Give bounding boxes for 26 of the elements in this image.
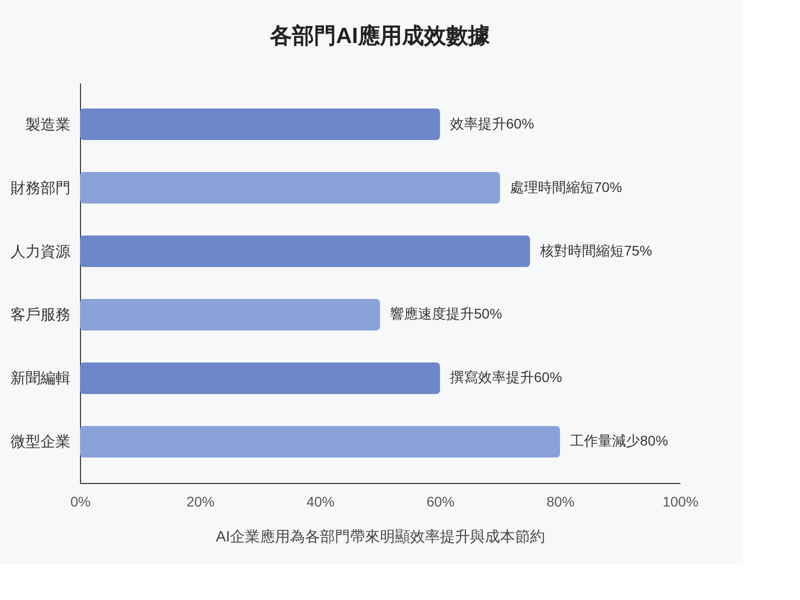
bar	[80, 108, 440, 140]
data-label: 效率提升60%	[450, 115, 534, 132]
bar	[80, 426, 560, 458]
x-tick-label: 40%	[306, 494, 335, 510]
y-tick-label: 人力資源	[10, 243, 70, 260]
y-tick-label: 財務部門	[10, 180, 70, 197]
bar	[80, 298, 380, 331]
x-tick-label: 100%	[662, 494, 698, 510]
chart-title: 各部門AI應用成效數據	[269, 23, 491, 48]
bar	[80, 172, 500, 204]
data-label: 核對時間縮短75%	[539, 242, 652, 258]
bar	[80, 235, 530, 268]
x-tick-label: 60%	[426, 494, 455, 510]
x-axis-title: AI企業應用為各部門帶來明顯效率提升與成本節約	[216, 528, 546, 546]
y-tick-label: 客戶服務	[10, 306, 70, 324]
y-tick-label: 製造業	[26, 116, 70, 134]
data-label: 響應速度提升50%	[390, 306, 502, 322]
y-tick-label: 新聞編輯	[10, 370, 70, 388]
data-label: 處理時間縮短70%	[510, 178, 622, 195]
x-tick-label: 0%	[70, 494, 91, 510]
data-label: 撰寫效率提升60%	[450, 369, 562, 386]
y-tick-label: 微型企業	[10, 434, 70, 451]
bar	[80, 362, 440, 394]
x-tick-label: 80%	[546, 494, 575, 510]
x-tick-label: 20%	[186, 494, 215, 510]
data-label: 工作量減少80%	[570, 432, 668, 449]
